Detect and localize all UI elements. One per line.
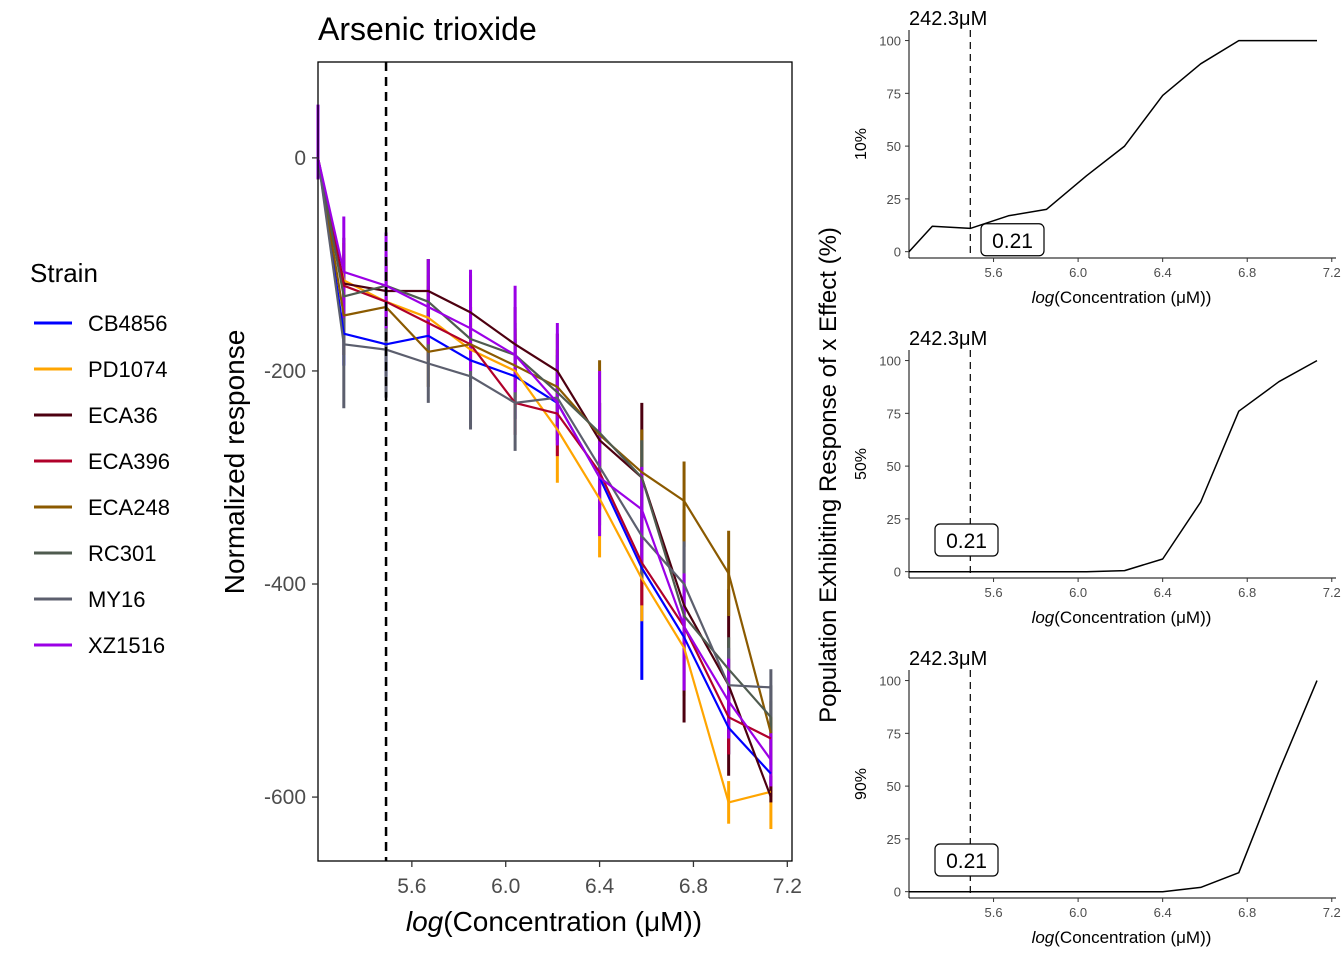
x-tick-label: 6.0 [1069,905,1087,920]
left-x-axis-label: log(Concentration (μM)) [406,906,702,937]
series-line-eca36 [316,157,772,798]
legend-title: Strain [30,258,98,288]
y-tick-label: 50 [887,139,901,154]
annotation-box [934,523,999,557]
response-line [909,680,1318,893]
x-tick-label: 6.4 [1154,905,1172,920]
left-plot-area: 5.6 6.0 6.4 6.8 7.2 0 -200 -400 -600 [264,61,802,898]
legend-label-my16: MY16 [88,587,145,612]
annotation-label: 0.21 [946,850,987,873]
legend: Strain CB4856 PD1074 ECA36 ECA396 ECA248 RC30… [30,258,170,658]
y-tick-label: 75 [887,406,901,421]
panel-y-axis-label: 90% [853,768,870,800]
x-tick-label: 6.8 [1238,265,1256,280]
x-tick-label: 6.4 [585,875,615,898]
left-chart-title: Arsenic trioxide [318,11,537,47]
x-tick-label: 6.0 [491,875,520,898]
panel-y-axis-label: 10% [853,128,870,160]
panel-x-axis-label: log(Concentration (μM)) [1032,288,1212,307]
panel-title: 242.3μM [909,328,987,350]
x-tick-label: 6.8 [1238,585,1256,600]
legend-items: CB4856 PD1074 ECA36 ECA396 ECA248 RC301 MY16 XZ… [34,311,170,658]
y-tick-label: 75 [887,726,901,741]
x-tick-label: 6.8 [679,875,708,898]
y-tick-label: 50 [887,779,901,794]
legend-label-cb4856: CB4856 [88,311,168,336]
panel-title: 242.3μM [909,648,987,670]
x-tick-label: 6.8 [1238,905,1256,920]
response-panel-10pct: 242.3μM 0.21 5.6 6.0 6.4 6.8 7.2 0 25 50 75 100 10% l… [853,8,1341,307]
annotation-box [934,843,999,877]
series-line-eca396 [316,157,772,740]
y-tick-label: 25 [887,832,901,847]
left-y-axis-label: Normalized response [219,330,250,595]
panel-title: 242.3μM [909,8,987,30]
y-tick-label: 0 [894,245,901,260]
x-tick-label: 5.6 [985,905,1003,920]
response-panel-90pct: 242.3μM 0.21 5.6 6.0 6.4 6.8 7.2 0 25 50 75 100 90% l… [853,648,1341,947]
legend-label-eca248: ECA248 [88,495,170,520]
panel-x-axis-label: log(Concentration (μM)) [1032,928,1212,947]
x-tick-label: 6.0 [1069,585,1087,600]
y-tick-label: 75 [887,86,901,101]
y-tick-label: -400 [264,573,306,596]
response-line [908,39,1317,253]
x-tick-label: 5.6 [985,585,1003,600]
left-plot-frame [317,61,793,862]
x-tick-label: 6.4 [1154,585,1172,600]
y-tick-label: 25 [887,512,901,527]
x-tick-label: 6.0 [1069,265,1087,280]
y-tick-label: 100 [879,354,901,369]
legend-label-pd1074: PD1074 [88,357,168,382]
right-panels: 242.3μM 0.21 5.6 6.0 6.4 6.8 7.2 0 25 50 75 100 10% l… [853,8,1341,947]
y-tick-label: 0 [294,147,306,170]
y-tick-label: 0 [894,565,901,580]
x-tick-label: 5.6 [985,265,1003,280]
y-tick-label: -600 [264,786,306,809]
panel-y-axis-label: 50% [853,448,870,480]
y-tick-label: 50 [887,459,901,474]
panel-x-axis-label: log(Concentration (μM)) [1032,608,1212,627]
series-line-cb4856 [316,157,772,775]
x-tick-label: 5.6 [397,875,426,898]
series-line-eca248 [316,157,772,734]
annotation-label: 0.21 [992,230,1033,253]
x-tick-label: 7.2 [1323,585,1341,600]
series-line-rc301 [316,157,772,718]
legend-label-eca396: ECA396 [88,449,170,474]
legend-label-eca36: ECA36 [88,403,158,428]
annotation-label: 0.21 [946,530,987,553]
annotation-box [980,223,1045,257]
y-tick-label: 25 [887,192,901,207]
response-line [909,359,1318,573]
x-tick-label: 7.2 [1323,905,1341,920]
x-tick-label: 7.2 [773,875,802,898]
x-tick-label: 6.4 [1154,265,1172,280]
y-tick-label: -200 [264,360,306,383]
series-line-my16 [316,157,771,689]
y-tick-label: 100 [879,674,901,689]
response-panel-50pct: 242.3μM 0.21 5.6 6.0 6.4 6.8 7.2 0 25 50 75 100 50% l… [853,328,1341,627]
right-shared-y-axis-label: Population Exhibiting Response of x Effe… [815,227,842,723]
series-line-xz1516 [316,157,772,761]
y-tick-label: 0 [894,885,901,900]
y-tick-label: 100 [879,34,901,49]
legend-label-xz1516: XZ1516 [88,633,165,658]
legend-label-rc301: RC301 [88,541,156,566]
x-tick-label: 7.2 [1323,265,1341,280]
left-panel: Arsenic trioxide 5.6 6.0 6.4 6.8 7.2 0 -200 -40… [219,11,802,937]
